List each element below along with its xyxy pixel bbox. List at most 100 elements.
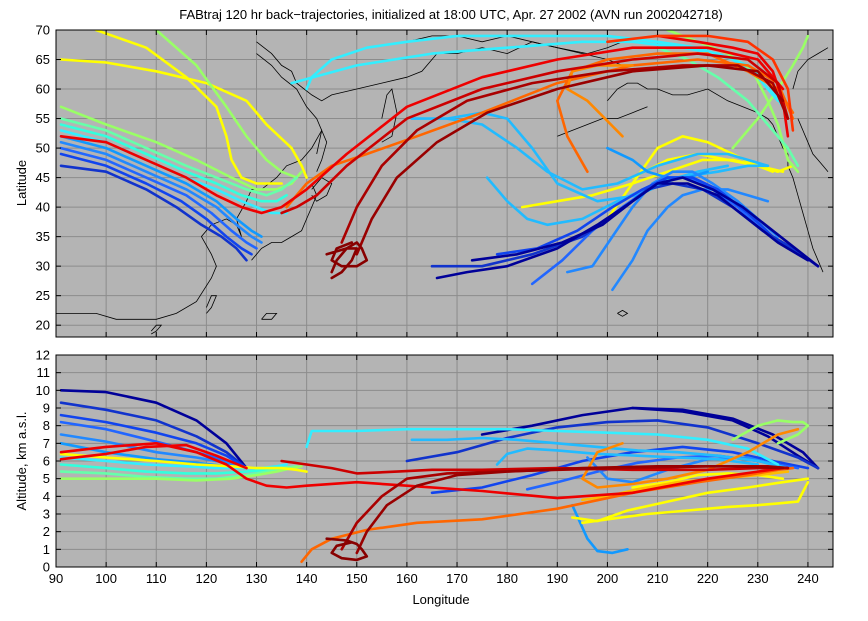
altitude-y-tick-label: 5	[43, 471, 50, 486]
altitude-y-tick-label: 11	[37, 365, 51, 380]
altitude-trajectory-line	[430, 445, 810, 495]
altitude-trajectory-line	[305, 427, 780, 466]
map-trajectory-line	[59, 135, 263, 238]
map-trajectory-line	[666, 30, 800, 173]
altitude-trajectory-line	[59, 401, 248, 470]
map-y-tick-label: 20	[36, 318, 50, 333]
altitude-trajectory-line	[581, 427, 800, 489]
coastline	[311, 177, 333, 202]
map-trajectory-line	[355, 64, 785, 256]
altitude-trajectory-line	[59, 413, 248, 470]
map-trajectory-line	[285, 58, 795, 209]
altitude-trajectory-line	[731, 419, 810, 445]
map-trajectory-line	[410, 117, 770, 191]
map-y-tick-label: 30	[36, 259, 50, 274]
map-trajectory-line	[435, 182, 810, 280]
map-y-tick-label: 60	[36, 82, 50, 97]
altitude-trajectory-line	[59, 389, 248, 470]
altitude-trajectory-line	[355, 465, 785, 555]
altitude-trajectory-line	[581, 480, 810, 525]
altitude-trajectory-line	[480, 406, 820, 470]
coastline	[792, 47, 829, 90]
altitude-trajectory-line	[300, 466, 795, 563]
altitude-trajectory-line	[405, 419, 820, 470]
altitude-trajectory-line	[571, 503, 629, 555]
altitude-trajectory-line	[280, 459, 790, 475]
coastline	[150, 324, 163, 335]
altitude-trajectory-line	[59, 433, 248, 470]
x-tick-label: 150	[346, 571, 368, 586]
map-trajectory-line	[155, 30, 298, 179]
x-tick-label: 220	[697, 571, 719, 586]
coastline	[251, 183, 318, 261]
map-trajectory-line	[606, 34, 795, 132]
chart-title: FABtraj 120 hr back−trajectories, initia…	[179, 7, 723, 22]
map-trajectory-line	[445, 111, 770, 203]
coastline	[56, 53, 323, 320]
altitude-y-tick-label: 9	[43, 401, 50, 416]
map-trajectory-line	[731, 34, 810, 150]
x-tick-label: 100	[95, 571, 117, 586]
map-panel: 20 25 30 35 40 45 50 55 60 65 70 Latitude	[14, 23, 834, 338]
altitude-x-ticks: 90 100 110 120 130 140 150 160 170 180 190 200 210 22…	[49, 571, 819, 586]
map-y-ticks: 20 25 30 35 40 45 50 55 60 65 70	[36, 23, 833, 337]
x-tick-label: 110	[146, 571, 167, 586]
altitude-trajectory-line	[631, 406, 820, 470]
altitude-trajectory-line	[410, 436, 790, 470]
altitude-y-tick-label: 2	[43, 524, 50, 539]
altitude-trajectory-line	[325, 537, 369, 562]
coastline	[406, 35, 623, 66]
coastline	[557, 106, 648, 137]
coastline	[797, 118, 829, 172]
x-tick-label: 210	[647, 571, 669, 586]
map-trajectory-line	[520, 158, 775, 209]
altitude-y-tick-label: 8	[43, 418, 50, 433]
altitude-y-axis-label: Altitude, km a.s.l.	[14, 412, 29, 511]
altitude-trajectory-line	[59, 463, 283, 475]
x-tick-label: 130	[246, 571, 268, 586]
map-trajectory-line	[59, 123, 288, 203]
map-trajectory-line	[94, 30, 283, 185]
x-tick-label: 230	[747, 571, 769, 586]
map-y-tick-label: 70	[36, 23, 50, 38]
coastline	[381, 88, 398, 143]
map-trajectory-line	[59, 146, 258, 250]
x-tick-label: 120	[196, 571, 218, 586]
altitude-y-tick-label: 12	[36, 348, 50, 363]
map-y-tick-label: 65	[36, 52, 50, 67]
x-tick-label: 170	[446, 571, 468, 586]
x-tick-label: 200	[597, 571, 619, 586]
map-trajectory-line	[59, 46, 785, 215]
map-trajectory-line	[59, 117, 298, 197]
coastline	[607, 82, 774, 125]
altitude-y-tick-label: 10	[36, 383, 50, 398]
x-tick-label: 90	[49, 571, 63, 586]
altitude-y-tick-label: 4	[43, 489, 50, 504]
map-trajectory-line	[59, 152, 253, 256]
coastline	[316, 129, 328, 172]
map-y-tick-label: 45	[36, 170, 50, 185]
altitude-y-tick-label: 6	[43, 454, 50, 469]
coastline	[772, 124, 824, 273]
map-y-tick-label: 40	[36, 200, 50, 215]
map-trajectory-line	[325, 241, 369, 268]
map-trajectory-line	[495, 176, 800, 256]
altitude-trajectory-line	[59, 452, 308, 473]
coastline	[261, 313, 278, 320]
x-tick-label: 140	[296, 571, 318, 586]
map-frame	[55, 29, 834, 338]
map-trajectory-line	[556, 52, 795, 173]
coastline	[617, 309, 629, 317]
map-trajectory-line	[59, 164, 248, 262]
map-y-tick-label: 55	[36, 111, 50, 126]
map-y-tick-label: 35	[36, 229, 50, 244]
x-tick-label: 240	[797, 571, 819, 586]
altitude-trajectories	[59, 389, 820, 563]
altitude-y-tick-label: 0	[43, 560, 50, 575]
map-trajectory-line	[330, 247, 359, 280]
map-y-tick-label: 25	[36, 288, 50, 303]
x-tick-label: 180	[496, 571, 518, 586]
altitude-trajectory-line	[581, 470, 790, 502]
